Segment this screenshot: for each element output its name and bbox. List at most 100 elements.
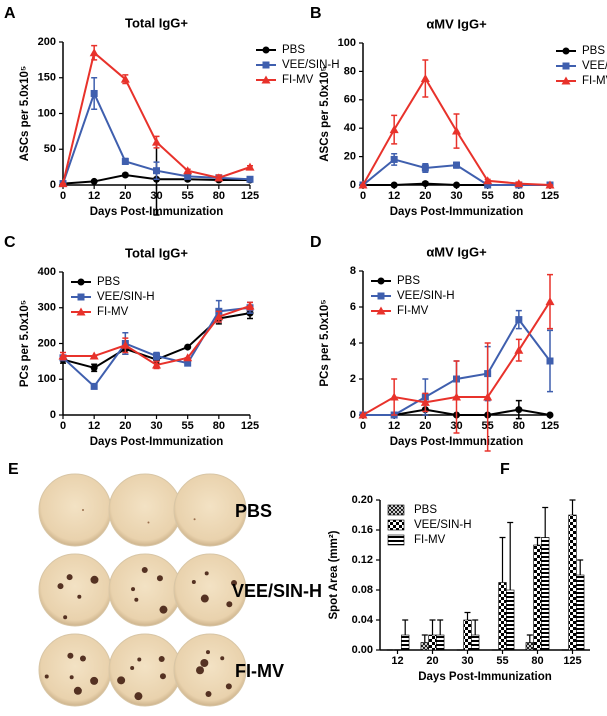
- bar: [420, 642, 429, 651]
- marker: [261, 75, 271, 84]
- spot: [159, 673, 166, 680]
- x-tick-label: 125: [563, 655, 581, 667]
- x-tick-label: 55: [496, 655, 508, 667]
- error-bar: [472, 619, 479, 635]
- x-tick-label: 0: [60, 420, 66, 432]
- legend-label: PBS: [414, 504, 437, 516]
- spot: [191, 580, 196, 585]
- spot: [193, 518, 196, 521]
- y-tick-label: 200: [38, 36, 56, 48]
- x-tick-label: 125: [541, 420, 559, 432]
- error-bar: [464, 611, 471, 620]
- marker: [514, 179, 524, 188]
- spot: [131, 587, 136, 592]
- marker: [452, 392, 461, 401]
- marker: [184, 343, 192, 351]
- marker: [358, 180, 368, 189]
- bar: [506, 589, 515, 651]
- error-bar: [402, 619, 409, 635]
- legend-label: PBS: [97, 276, 120, 288]
- spot: [66, 574, 73, 581]
- marker: [453, 181, 460, 189]
- y-tick-label: 0: [350, 179, 356, 191]
- marker: [152, 137, 161, 146]
- panel-letter: A: [4, 5, 16, 22]
- x-tick-label: 125: [241, 420, 259, 432]
- panel-letter: E: [8, 461, 19, 478]
- legend-swatch: [387, 504, 405, 516]
- spot: [73, 686, 82, 695]
- x-tick-label: 30: [150, 420, 162, 432]
- y-tick-label: 0.08: [352, 584, 373, 596]
- well: [108, 633, 182, 707]
- spot: [90, 676, 99, 685]
- x-tick-label: 30: [461, 655, 473, 667]
- marker: [184, 359, 192, 367]
- bar: [576, 574, 585, 651]
- spot: [226, 601, 233, 608]
- well-label: PBS: [235, 501, 272, 521]
- error-bar: [429, 619, 436, 635]
- marker: [421, 164, 429, 172]
- error-bar: [499, 536, 506, 583]
- spot: [231, 580, 238, 587]
- bar: [428, 634, 437, 651]
- marker: [120, 74, 130, 83]
- legend-label: PBS: [282, 44, 305, 56]
- x-tick-label: 12: [388, 420, 400, 432]
- marker: [245, 301, 255, 310]
- marker: [483, 176, 493, 185]
- chart-title: αMV IgG+: [426, 244, 487, 259]
- error-bar: [421, 634, 428, 643]
- marker: [89, 48, 99, 57]
- y-axis-label: PCs per 5.0x10⁵: [19, 300, 31, 387]
- marker: [245, 162, 255, 171]
- legend-swatch: [387, 534, 405, 546]
- y-tick-label: 0.16: [352, 524, 373, 536]
- error-bar: [437, 619, 444, 635]
- panel-letter: B: [310, 5, 322, 22]
- x-tick-label: 80: [213, 190, 225, 202]
- spot: [204, 571, 209, 576]
- spot: [205, 650, 210, 655]
- y-tick-label: 8: [350, 265, 356, 277]
- marker: [452, 126, 461, 135]
- marker: [546, 357, 554, 365]
- x-tick-label: 80: [531, 655, 543, 667]
- spot: [205, 690, 212, 697]
- well-label: VEE/SIN-H: [232, 581, 322, 601]
- y-tick-label: 0: [350, 409, 356, 421]
- spot: [44, 674, 49, 679]
- y-tick-label: 2: [350, 373, 356, 385]
- spot: [130, 665, 135, 670]
- spot: [147, 521, 150, 524]
- well: [173, 473, 247, 547]
- bar: [436, 634, 445, 651]
- marker: [89, 351, 99, 360]
- x-tick-label: 55: [182, 420, 194, 432]
- spot: [200, 658, 209, 667]
- chart-title: Total IgG+: [125, 15, 188, 30]
- y-tick-label: 0: [50, 179, 56, 191]
- bar: [568, 514, 577, 651]
- marker: [390, 155, 398, 163]
- y-tick-label: 100: [338, 37, 356, 49]
- marker: [377, 292, 385, 300]
- bar: [471, 634, 480, 651]
- x-tick-label: 55: [482, 190, 494, 202]
- x-tick-label: 80: [213, 420, 225, 432]
- x-tick-label: 20: [119, 190, 131, 202]
- spot: [137, 657, 142, 662]
- error-bar: [542, 506, 549, 538]
- marker: [262, 61, 270, 69]
- x-axis-label: Days Post-Immunization: [390, 206, 524, 218]
- error-bar: [526, 634, 533, 643]
- y-tick-label: 6: [350, 301, 356, 313]
- y-tick-label: 150: [38, 72, 56, 84]
- y-tick-label: 0.00: [352, 644, 373, 656]
- marker: [77, 278, 85, 286]
- marker: [121, 171, 129, 179]
- x-tick-label: 12: [88, 190, 100, 202]
- spot: [141, 567, 148, 574]
- marker: [389, 392, 399, 401]
